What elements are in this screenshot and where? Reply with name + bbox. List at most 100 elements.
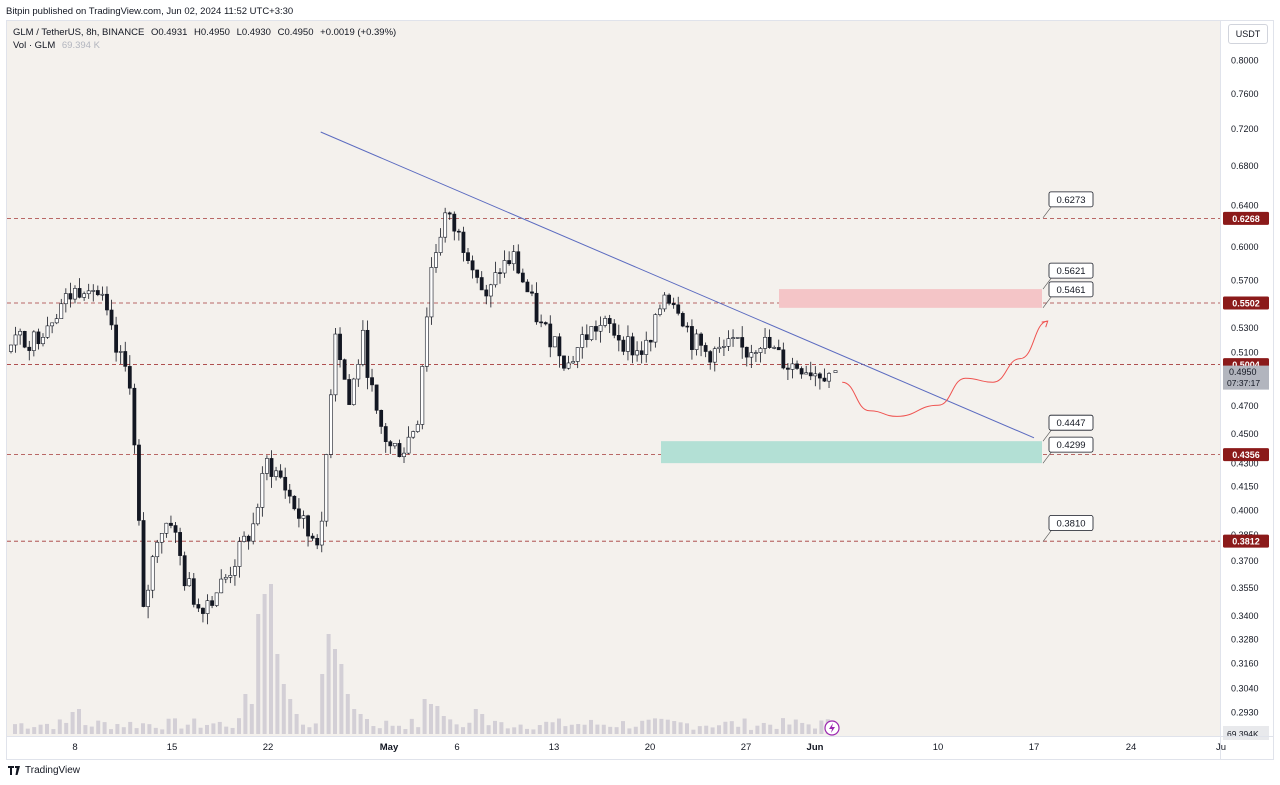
candle-body bbox=[63, 293, 68, 305]
volume-bar bbox=[486, 725, 491, 734]
candle-body bbox=[187, 578, 192, 587]
volume-bar bbox=[262, 594, 267, 734]
current-price-badge bbox=[1223, 365, 1269, 390]
candle-body bbox=[73, 288, 77, 300]
volume-bar bbox=[390, 725, 395, 734]
candle-body bbox=[356, 364, 361, 380]
volume-bar bbox=[249, 704, 254, 734]
volume-bar bbox=[211, 723, 216, 734]
candle-body bbox=[767, 336, 772, 348]
candle-body bbox=[735, 337, 740, 339]
volume-bar bbox=[531, 729, 536, 734]
x-tick-label: 13 bbox=[549, 742, 560, 753]
volume-bar bbox=[544, 721, 549, 734]
volume-bars bbox=[13, 584, 830, 734]
volume-bar bbox=[595, 724, 600, 734]
volume-bar bbox=[45, 723, 49, 734]
callout-pointer bbox=[1042, 450, 1053, 464]
volume-bar bbox=[141, 723, 145, 734]
volume-label[interactable]: Vol · GLM bbox=[13, 40, 56, 51]
volume-bar bbox=[589, 719, 593, 734]
candle-body bbox=[255, 507, 260, 525]
volume-bar bbox=[550, 722, 555, 734]
candle-body bbox=[822, 377, 827, 382]
callout-pointer bbox=[1042, 529, 1053, 542]
candle-body bbox=[424, 316, 429, 367]
volume-bar bbox=[371, 726, 376, 734]
volume-bar bbox=[313, 723, 318, 734]
ohlc-change: +0.0019 (+0.39%) bbox=[320, 27, 397, 38]
volume-bar bbox=[429, 704, 433, 734]
y-tick-label: 0.2930 bbox=[1231, 708, 1259, 718]
volume-bar bbox=[493, 720, 497, 734]
chart-frame bbox=[6, 20, 1274, 760]
level-badge-label: 0.4356 bbox=[1232, 450, 1260, 460]
volume-bar bbox=[275, 654, 280, 734]
candle-body bbox=[297, 508, 301, 519]
candle-body bbox=[543, 322, 548, 325]
volume-bar bbox=[569, 724, 574, 734]
candle-body bbox=[397, 443, 402, 458]
candle-body bbox=[571, 361, 576, 364]
volume-bar bbox=[173, 718, 177, 734]
candle-body bbox=[338, 333, 342, 360]
candle-body bbox=[484, 289, 489, 297]
symbol-legend: GLM / TetherUS, 8h, BINANCE O0.4931 H0.4… bbox=[13, 27, 400, 38]
volume-bar bbox=[582, 724, 587, 734]
volume-axis-label: 69.394K bbox=[1227, 729, 1259, 739]
candle-body bbox=[552, 336, 557, 348]
x-tick-label: May bbox=[380, 742, 399, 753]
candle-body bbox=[169, 522, 173, 526]
y-tick-label: 0.4000 bbox=[1231, 505, 1259, 515]
volume-bar bbox=[621, 721, 625, 734]
candle-body bbox=[507, 260, 512, 265]
volume-bar bbox=[32, 727, 37, 734]
candle-body bbox=[233, 566, 237, 576]
candle-body bbox=[274, 470, 278, 477]
candle-body bbox=[292, 495, 297, 510]
candle-body bbox=[251, 523, 256, 542]
volume-bar bbox=[665, 719, 670, 734]
y-tick-label: 0.7600 bbox=[1231, 89, 1259, 99]
candle-body bbox=[265, 458, 269, 474]
candle-body bbox=[333, 333, 338, 396]
candle-body bbox=[498, 272, 502, 274]
volume-bar bbox=[224, 726, 229, 734]
price-chart[interactable]: 0.6273 0.5621 0.5461 0.4447 0.4299 0.3810 0.80… bbox=[7, 21, 1273, 759]
candle-body bbox=[566, 362, 571, 369]
volume-value: 69.394 K bbox=[61, 40, 100, 51]
candle-body bbox=[360, 329, 365, 365]
candle-body bbox=[749, 352, 754, 358]
volume-bar bbox=[806, 724, 811, 734]
symbol-name[interactable]: GLM / TetherUS, 8h, BINANCE bbox=[13, 27, 145, 38]
candle-body bbox=[685, 325, 690, 328]
candle-body bbox=[269, 458, 274, 477]
candle-body bbox=[584, 334, 589, 340]
candle-body bbox=[306, 515, 310, 537]
tradingview-logo[interactable]: TradingView bbox=[8, 765, 80, 776]
level-badge-label: 0.6268 bbox=[1232, 214, 1260, 224]
volume-bar bbox=[237, 718, 241, 734]
x-tick-label: 24 bbox=[1126, 742, 1137, 753]
volume-bar bbox=[147, 724, 152, 734]
candle-body bbox=[242, 535, 246, 542]
volume-bar bbox=[109, 729, 113, 734]
candle-body bbox=[105, 293, 109, 311]
candle-body bbox=[109, 309, 114, 326]
candle-body bbox=[150, 556, 155, 591]
candle-body bbox=[406, 436, 411, 454]
candle-body bbox=[731, 337, 735, 339]
callout-pointer bbox=[1042, 205, 1053, 219]
candle-body bbox=[772, 347, 777, 349]
candle-body bbox=[434, 252, 438, 268]
volume-bar bbox=[614, 727, 619, 734]
candle-body bbox=[219, 578, 224, 594]
candle-body bbox=[671, 303, 676, 306]
candle-body bbox=[680, 313, 685, 327]
candle-body bbox=[237, 541, 242, 567]
candle-body bbox=[31, 331, 36, 351]
candle-body bbox=[260, 473, 265, 508]
candle-body bbox=[511, 251, 516, 265]
callout-pointer bbox=[1042, 295, 1053, 309]
currency-button[interactable]: USDT bbox=[1228, 24, 1268, 44]
